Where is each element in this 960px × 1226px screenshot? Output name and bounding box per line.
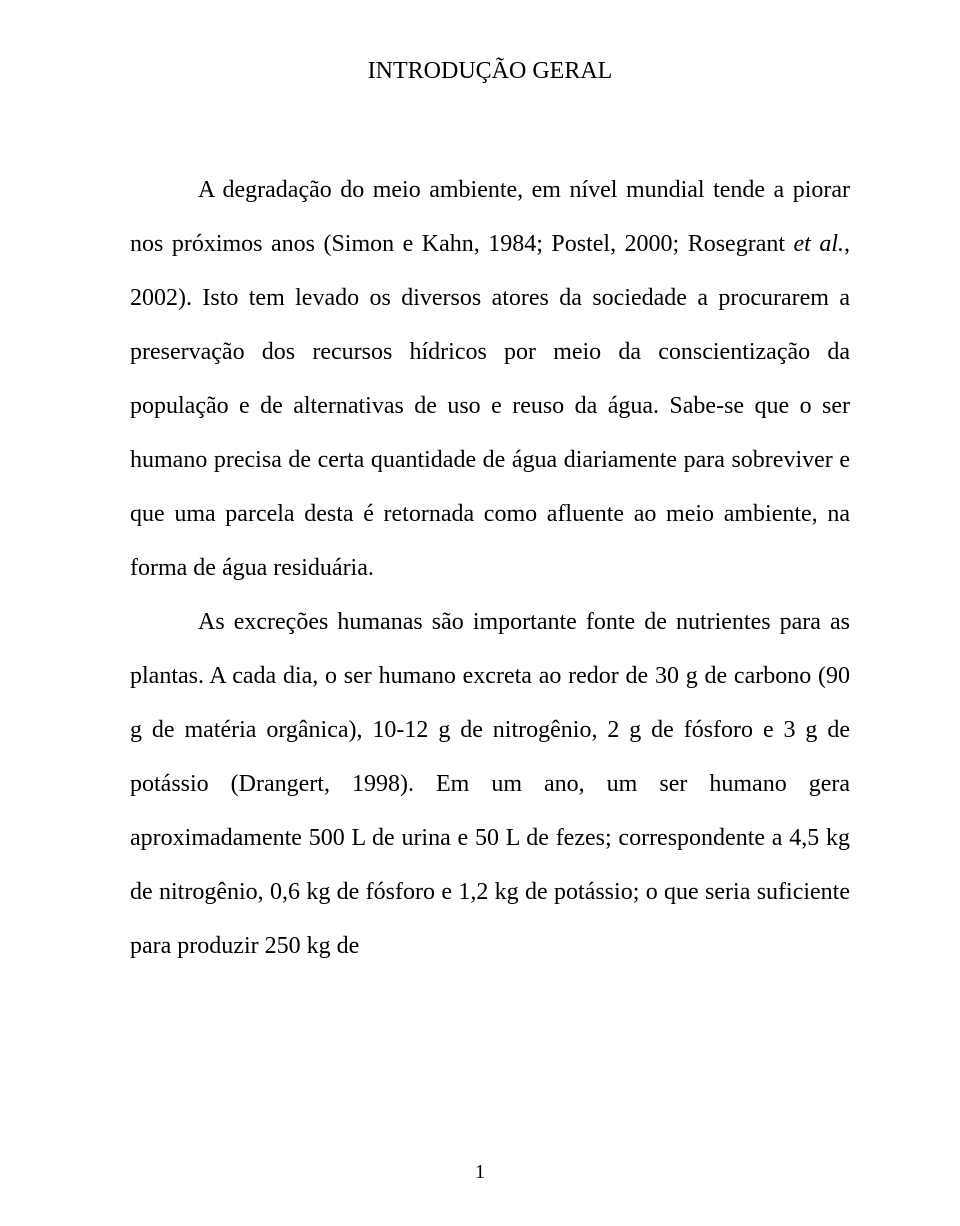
paragraph-1: A degradação do meio ambiente, em nível …	[130, 163, 850, 595]
paragraph-2: As excreções humanas são importante font…	[130, 595, 850, 973]
para1-italic: et al.	[794, 231, 844, 257]
para1-text-a: A degradação do meio ambiente, em nível …	[130, 177, 850, 257]
para1-text-b: , 2002). Isto tem levado os diversos ato…	[130, 231, 850, 581]
section-heading: INTRODUÇÃO GERAL	[130, 58, 850, 85]
page-number: 1	[0, 1161, 960, 1184]
